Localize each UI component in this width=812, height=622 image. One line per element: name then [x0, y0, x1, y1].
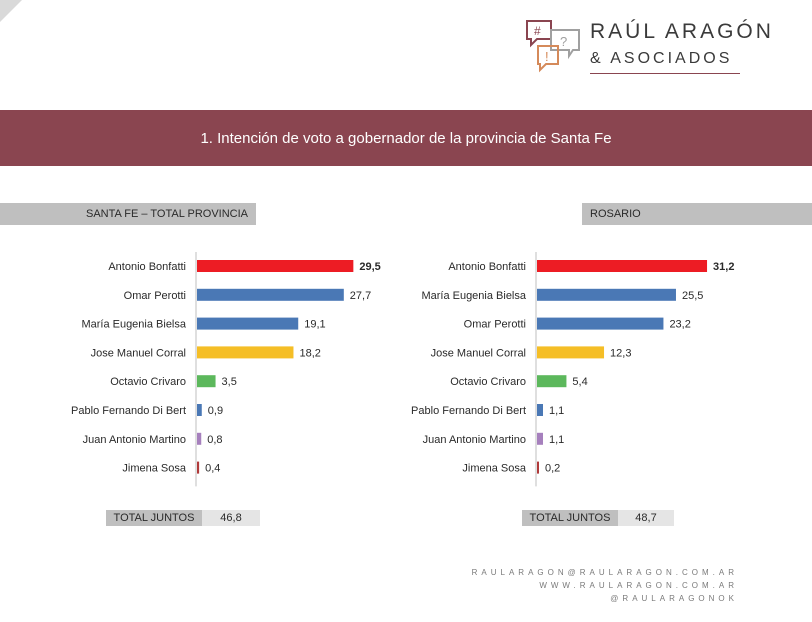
brand-logo: # ? ! RAÚL ARAGÓN & ASOCIADOS	[524, 18, 794, 78]
total-label: TOTAL JUNTOS	[522, 510, 618, 526]
bar	[537, 461, 539, 474]
footer-website[interactable]: WWW.RAULARAGON.COM.AR	[539, 581, 738, 590]
bar	[197, 375, 216, 388]
brand-subtitle: & ASOCIADOS	[590, 50, 733, 67]
data-label: 0,2	[545, 463, 560, 475]
logo-hash: #	[534, 24, 541, 38]
corner-fold	[0, 0, 22, 22]
bar	[197, 317, 299, 330]
speech-bubbles-icon: # ? !	[526, 20, 580, 73]
category-label: Pablo Fernando Di Bert	[71, 405, 186, 417]
total-value: 48,7	[618, 510, 674, 526]
category-label: Jose Manuel Corral	[91, 347, 186, 359]
data-label: 19,1	[304, 319, 325, 331]
total-juntos-provincia: TOTAL JUNTOS 46,8	[106, 510, 260, 526]
category-label: Omar Perotti	[464, 319, 526, 331]
section-label-total-provincia: SANTA FE – TOTAL PROVINCIA	[0, 203, 256, 225]
bar-chart-total-provincia: Antonio Bonfatti 29,5 Omar Perotti 27,7 Marí…	[0, 252, 400, 489]
data-label: 31,2	[713, 261, 734, 273]
category-label: Omar Perotti	[124, 290, 186, 302]
data-label: 3,5	[222, 376, 237, 388]
data-label: 1,1	[549, 405, 564, 417]
data-label: 18,2	[299, 347, 320, 359]
category-label: Antonio Bonfatti	[448, 261, 526, 273]
data-label: 0,9	[208, 405, 223, 417]
footer-contact: RAULARAGON@RAULARAGON.COM.AR WWW.RAULARA…	[472, 566, 738, 605]
total-juntos-rosario: TOTAL JUNTOS 48,7	[522, 510, 674, 526]
category-label: Juan Antonio Martino	[423, 434, 526, 446]
bar	[197, 260, 354, 272]
bar	[197, 461, 200, 474]
title-banner: 1. Intención de voto a gobernador de la …	[0, 110, 812, 166]
brand-underline	[590, 73, 740, 74]
bar	[537, 317, 664, 330]
category-label: Antonio Bonfatti	[108, 261, 186, 273]
bar	[537, 346, 605, 359]
total-label: TOTAL JUNTOS	[106, 510, 202, 526]
data-label: 0,4	[205, 463, 220, 475]
section-label-rosario: ROSARIO	[582, 203, 812, 225]
category-label: Octavio Crivaro	[110, 376, 186, 388]
category-label: Pablo Fernando Di Bert	[411, 405, 526, 417]
section-label-text: ROSARIO	[590, 208, 641, 220]
category-label: Jose Manuel Corral	[431, 347, 526, 359]
data-label: 1,1	[549, 434, 564, 446]
brand-name: RAÚL ARAGÓN	[590, 20, 774, 43]
total-value: 46,8	[202, 510, 260, 526]
footer-social[interactable]: @RAULARAGONOK	[610, 594, 738, 603]
banner-title: 1. Intención de voto a gobernador de la …	[200, 129, 612, 147]
data-label: 27,7	[350, 290, 371, 302]
bar	[197, 404, 202, 416]
category-label: Octavio Crivaro	[450, 376, 526, 388]
data-label: 23,2	[669, 319, 690, 331]
category-label: Jimena Sosa	[462, 463, 526, 475]
logo-exclamation: !	[545, 49, 549, 64]
footer-email[interactable]: RAULARAGON@RAULARAGON.COM.AR	[471, 568, 738, 577]
bar	[537, 375, 567, 388]
bar	[197, 288, 344, 301]
bar-chart-rosario: Antonio Bonfatti 31,2 María Eugenia Bielsa…	[340, 252, 760, 489]
data-label: 29,5	[359, 261, 380, 273]
category-label: Jimena Sosa	[122, 463, 186, 475]
data-label: 25,5	[682, 290, 703, 302]
section-label-text: SANTA FE – TOTAL PROVINCIA	[86, 208, 248, 220]
bar	[537, 260, 708, 272]
data-label: 0,8	[207, 434, 222, 446]
category-label: Juan Antonio Martino	[83, 434, 186, 446]
logo-question: ?	[560, 34, 567, 49]
bar	[537, 288, 676, 301]
bar	[537, 432, 543, 445]
data-label: 12,3	[610, 347, 631, 359]
data-label: 5,4	[572, 376, 587, 388]
bar	[197, 432, 202, 445]
bar	[197, 346, 294, 359]
category-label: María Eugenia Bielsa	[81, 319, 186, 331]
category-label: María Eugenia Bielsa	[421, 290, 526, 302]
bar	[537, 404, 543, 416]
